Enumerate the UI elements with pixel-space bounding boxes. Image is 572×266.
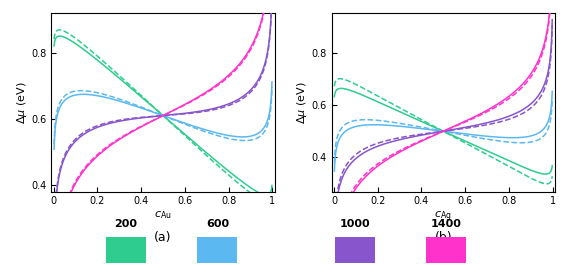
Text: (a): (a) xyxy=(154,231,172,244)
Text: (b): (b) xyxy=(435,231,452,244)
Text: 1000: 1000 xyxy=(339,219,370,229)
Text: 200: 200 xyxy=(114,219,137,229)
X-axis label: $c_{\mathrm{Ag}}$: $c_{\mathrm{Ag}}$ xyxy=(435,209,452,223)
Text: 600: 600 xyxy=(206,219,229,229)
Y-axis label: $\Delta\mu$ (eV): $\Delta\mu$ (eV) xyxy=(295,81,309,124)
X-axis label: $c_{\mathrm{Au}}$: $c_{\mathrm{Au}}$ xyxy=(154,209,172,221)
Y-axis label: $\Delta\mu$ (eV): $\Delta\mu$ (eV) xyxy=(15,81,29,124)
Text: 1400: 1400 xyxy=(431,219,462,229)
